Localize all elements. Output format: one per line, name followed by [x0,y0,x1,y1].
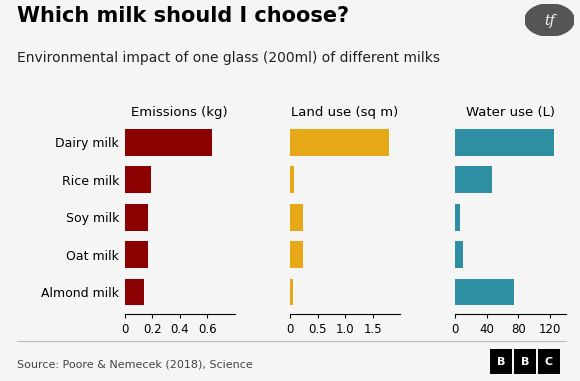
Bar [290,241,303,268]
Text: C: C [545,357,553,367]
Bar [455,129,554,156]
Bar [455,166,492,193]
Text: Which milk should I choose?: Which milk should I choose? [17,6,350,26]
Bar [290,166,294,193]
X-axis label: Water use (L): Water use (L) [466,106,555,119]
Bar [125,241,148,268]
Text: Source: Poore & Nemecek (2018), Science: Source: Poore & Nemecek (2018), Science [17,360,253,370]
Bar [290,279,293,306]
Bar [290,129,389,156]
Text: B: B [521,357,529,367]
X-axis label: Land use (sq m): Land use (sq m) [292,106,398,119]
Bar [290,204,303,231]
Bar [125,129,212,156]
Circle shape [525,4,574,36]
Text: B: B [497,357,505,367]
Text: Environmental impact of one glass (200ml) of different milks: Environmental impact of one glass (200ml… [17,51,440,66]
Bar [455,279,514,306]
Bar [455,241,463,268]
Text: tf: tf [544,14,555,28]
Bar [125,166,151,193]
X-axis label: Emissions (kg): Emissions (kg) [132,106,228,119]
Bar [125,204,148,231]
Bar [455,204,460,231]
Bar [125,279,144,306]
